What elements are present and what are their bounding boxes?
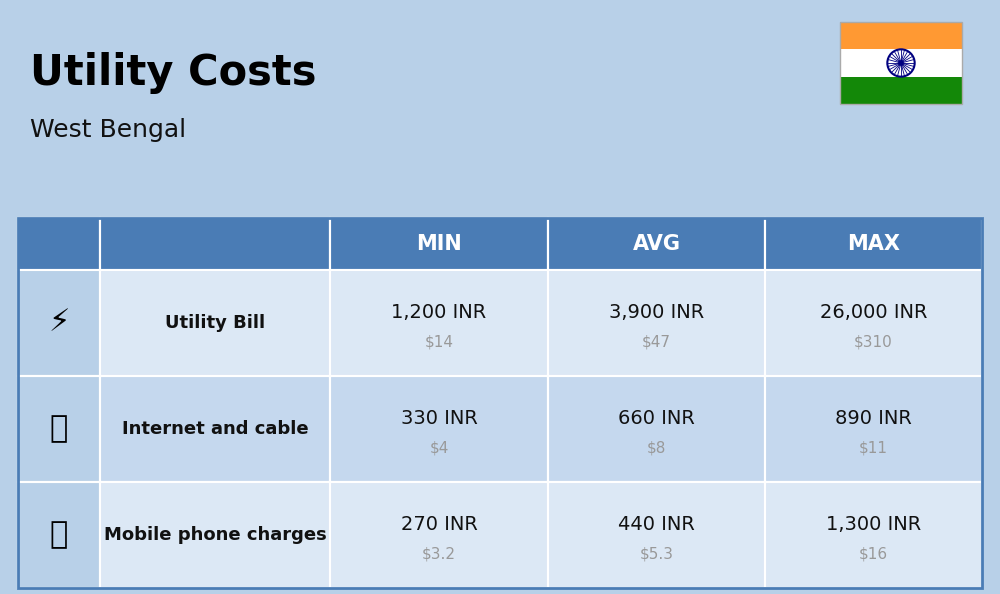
Text: 270 INR: 270 INR: [401, 515, 477, 534]
Text: ⚡: ⚡: [48, 308, 70, 337]
Text: Utility Bill: Utility Bill: [165, 314, 265, 332]
Bar: [840, 77, 962, 104]
Bar: [765, 218, 982, 270]
Text: MAX: MAX: [847, 234, 900, 254]
Bar: [330, 482, 548, 588]
Text: 890 INR: 890 INR: [835, 409, 912, 428]
Text: 📱: 📱: [50, 520, 68, 549]
Text: Mobile phone charges: Mobile phone charges: [104, 526, 326, 544]
Bar: [18, 218, 100, 270]
Text: $11: $11: [859, 441, 888, 456]
Text: $14: $14: [424, 334, 454, 350]
Bar: [548, 482, 765, 588]
Text: 440 INR: 440 INR: [618, 515, 695, 534]
Text: $8: $8: [647, 441, 666, 456]
Text: $16: $16: [859, 546, 888, 561]
Bar: [18, 482, 100, 588]
Text: 26,000 INR: 26,000 INR: [820, 303, 927, 322]
Text: West Bengal: West Bengal: [30, 118, 186, 142]
Bar: [100, 376, 330, 482]
Bar: [330, 218, 548, 270]
Text: Internet and cable: Internet and cable: [122, 420, 308, 438]
Text: 1,200 INR: 1,200 INR: [391, 303, 487, 322]
Text: $47: $47: [642, 334, 671, 350]
Bar: [330, 376, 548, 482]
Bar: [18, 376, 100, 482]
Bar: [548, 270, 765, 376]
Bar: [548, 218, 765, 270]
Text: $5.3: $5.3: [640, 546, 674, 561]
Text: 1,300 INR: 1,300 INR: [826, 515, 921, 534]
Bar: [840, 22, 962, 49]
Text: AVG: AVG: [633, 234, 680, 254]
Text: $3.2: $3.2: [422, 546, 456, 561]
Bar: [100, 270, 330, 376]
Text: 660 INR: 660 INR: [618, 409, 695, 428]
Bar: [18, 270, 100, 376]
Bar: [765, 270, 982, 376]
Bar: [840, 22, 962, 104]
Text: $4: $4: [429, 441, 449, 456]
Bar: [18, 218, 982, 588]
Text: 3,900 INR: 3,900 INR: [609, 303, 704, 322]
Bar: [100, 218, 330, 270]
Bar: [765, 376, 982, 482]
Bar: [548, 376, 765, 482]
Text: 📡: 📡: [50, 415, 68, 444]
Text: MIN: MIN: [416, 234, 462, 254]
Bar: [100, 482, 330, 588]
Bar: [840, 49, 962, 77]
Text: $310: $310: [854, 334, 893, 350]
Text: 330 INR: 330 INR: [401, 409, 477, 428]
Text: Utility Costs: Utility Costs: [30, 52, 316, 94]
Circle shape: [899, 61, 903, 65]
Bar: [330, 270, 548, 376]
Bar: [765, 482, 982, 588]
